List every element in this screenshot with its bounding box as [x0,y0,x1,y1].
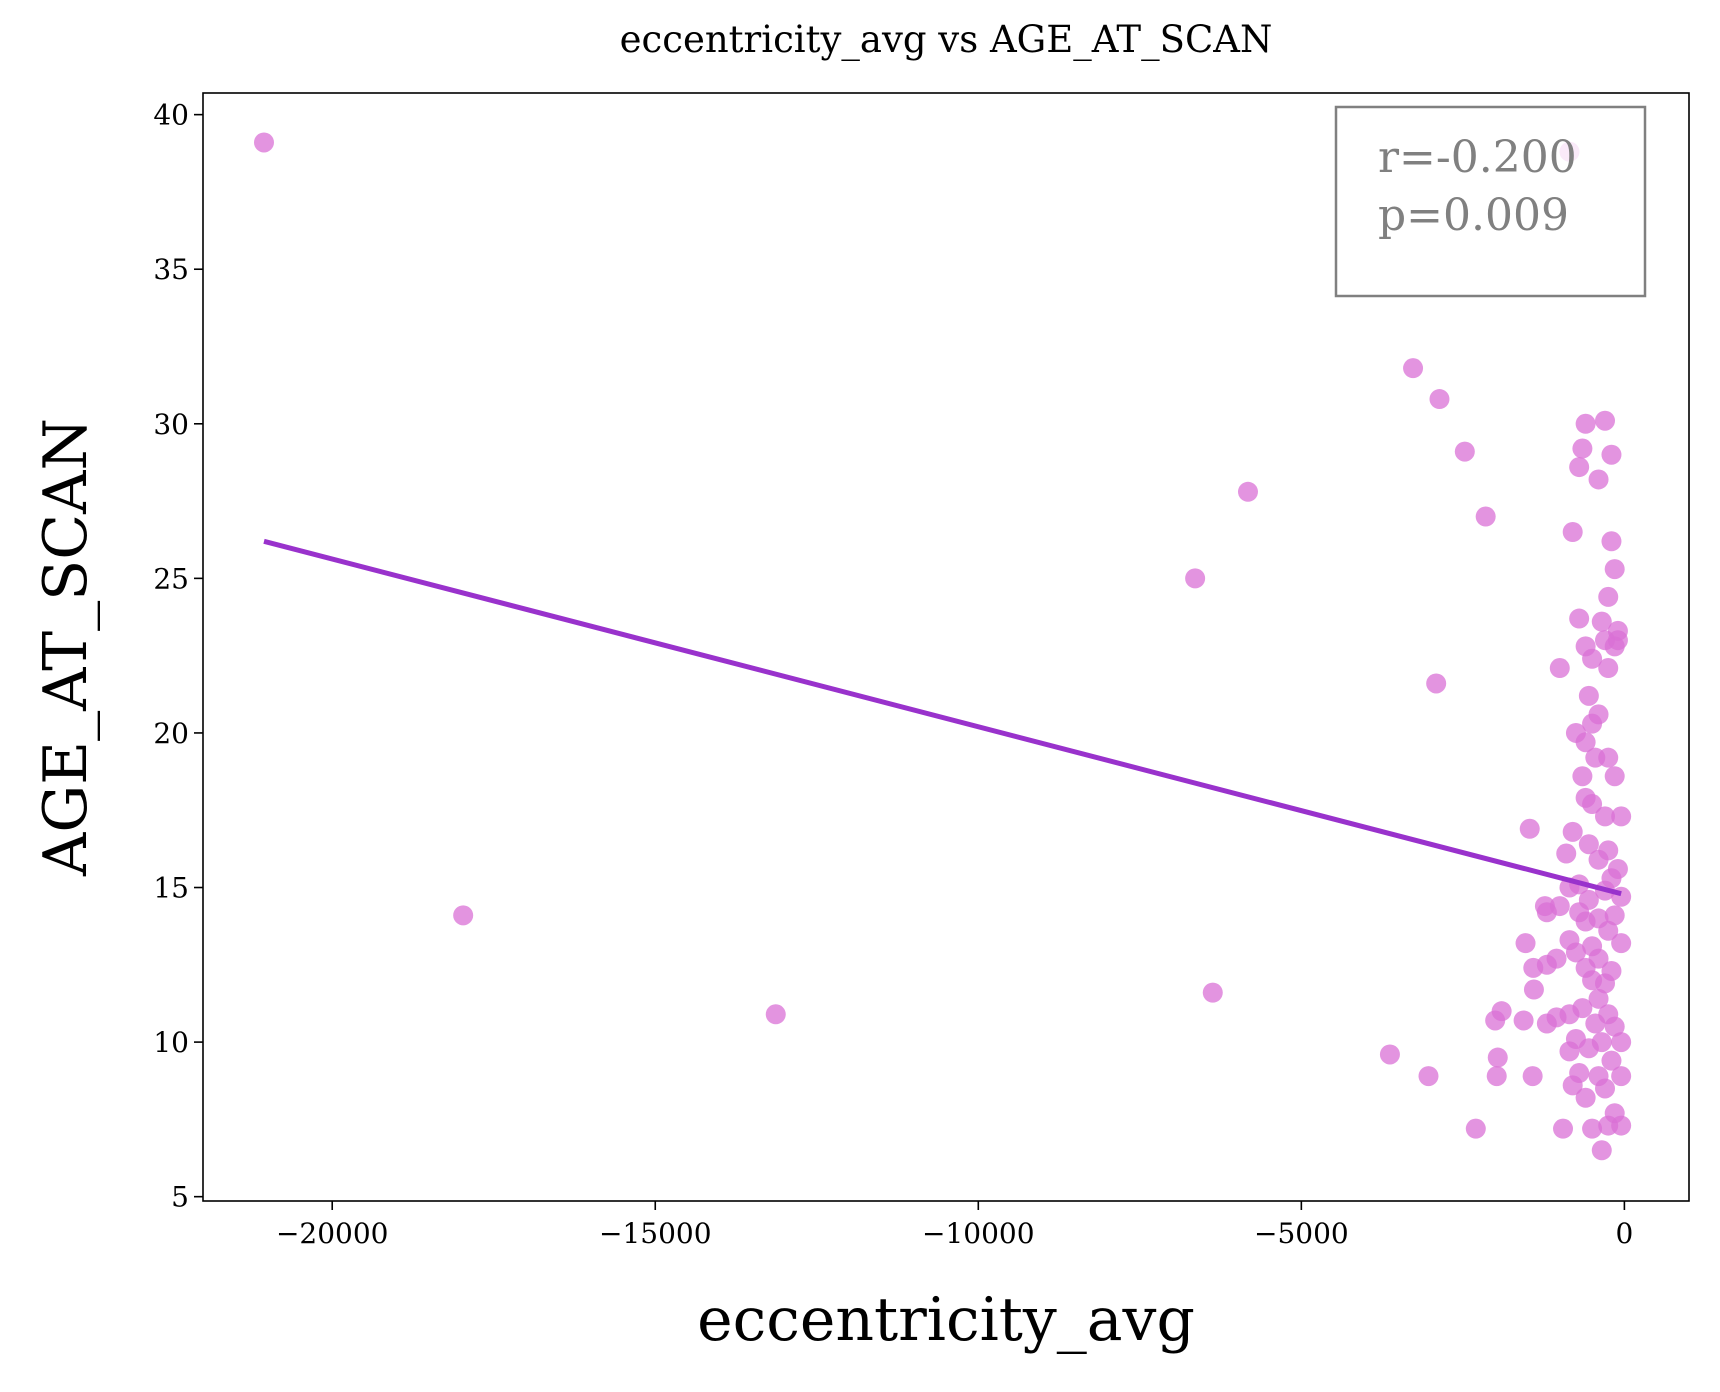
data-point [1604,559,1625,580]
data-point [1562,821,1583,842]
stats-p: p=0.009 [1378,190,1569,241]
data-point [1575,732,1596,753]
data-point [1534,896,1555,917]
axes-frame [202,92,1690,1202]
data-point [1513,1010,1534,1031]
data-point [1562,521,1583,542]
data-point [1202,982,1223,1003]
x-tick-label: −20000 [276,1217,389,1250]
data-point [1582,794,1603,815]
y-tick-label: 40 [153,99,189,132]
data-point [1522,1066,1543,1087]
x-axis-label: eccentricity_avg [697,1285,1195,1355]
y-tick-label: 35 [153,253,189,286]
data-point [1611,1066,1632,1087]
stats-box [1334,105,1647,298]
x-tick-label: −5000 [1254,1217,1349,1250]
x-tick-label: 0 [1615,1217,1633,1250]
data-point [1588,849,1609,870]
data-point [1475,506,1496,527]
data-point [1491,1001,1512,1022]
y-tick-label: 25 [153,562,189,595]
data-point [1604,1016,1625,1037]
y-axis-label: AGE_AT_SCAN [31,418,101,877]
data-point [1598,658,1619,679]
data-point [1429,389,1450,410]
data-point [1569,457,1590,478]
data-point [1559,1041,1580,1062]
data-point [1562,1075,1583,1096]
y-tick-label: 30 [153,408,189,441]
data-point [1578,834,1599,855]
data-point [1454,441,1475,462]
data-point [1611,933,1632,954]
y-tick-label: 20 [153,717,189,750]
y-tick-label: 15 [153,872,189,905]
data-point [1578,1038,1599,1059]
data-point [1582,1118,1603,1139]
data-point [1588,988,1609,1009]
data-point [1515,933,1536,954]
data-point [1549,658,1570,679]
data-point [1595,806,1616,827]
x-tick-label: −10000 [922,1217,1035,1250]
y-tick-label: 10 [153,1026,189,1059]
data-point [1607,630,1628,651]
data-point [1553,1118,1574,1139]
data-point [1565,942,1586,963]
data-point [1591,1140,1612,1161]
x-tick-label: −15000 [599,1217,712,1250]
data-point [1601,1050,1622,1071]
data-point [1591,611,1612,632]
data-point [1185,568,1206,589]
data-point [453,905,474,926]
data-point [1465,1118,1486,1139]
data-point [1582,648,1603,669]
data-point [1611,806,1632,827]
data-point [1598,747,1619,768]
data-point [1575,1087,1596,1108]
data-point [1611,1115,1632,1136]
data-point [1578,685,1599,706]
data-point [1237,481,1258,502]
data-point [1426,673,1447,694]
data-point [1523,979,1544,1000]
data-point [1519,818,1540,839]
data-point [1536,1013,1557,1034]
data-point [1487,1047,1508,1068]
data-point [1598,586,1619,607]
stats-r: r=-0.200 [1378,132,1577,183]
regression-line [263,538,1622,897]
data-point [1582,713,1603,734]
data-point [1585,1013,1606,1034]
data-point [1572,438,1593,459]
data-point [1588,469,1609,490]
data-point [1601,444,1622,465]
data-point [1575,413,1596,434]
data-point [1595,1078,1616,1099]
data-point [1379,1044,1400,1065]
data-point [253,132,274,153]
data-point [1575,911,1596,932]
data-point [1598,920,1619,941]
data-point [1601,531,1622,552]
data-point [1549,896,1570,917]
data-point [1418,1066,1439,1087]
data-point [1403,358,1424,379]
data-point [1536,954,1557,975]
data-point [1595,410,1616,431]
data-point [1569,608,1590,629]
data-point [1486,1066,1507,1087]
data-point [765,1004,786,1025]
plot-area [253,132,1632,1161]
data-point [1556,843,1577,864]
data-point [1604,766,1625,787]
data-point [1572,766,1593,787]
chart-title: eccentricity_avg vs AGE_AT_SCAN [620,18,1273,62]
data-point [1595,973,1616,994]
data-point [1604,905,1625,926]
data-point [1611,1032,1632,1053]
y-tick-label: 5 [171,1181,189,1214]
